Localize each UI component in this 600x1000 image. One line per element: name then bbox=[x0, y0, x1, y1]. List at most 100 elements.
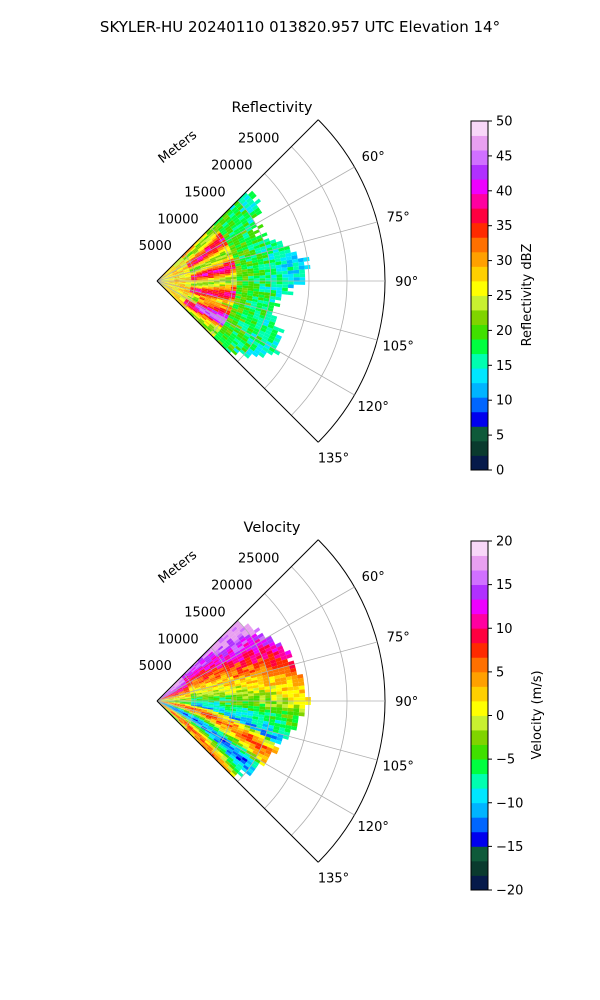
field-cell bbox=[216, 720, 223, 724]
field-cell bbox=[189, 290, 196, 294]
field-cell bbox=[263, 238, 270, 243]
field-cell bbox=[234, 681, 241, 685]
field-cell bbox=[219, 282, 226, 285]
field-cell bbox=[209, 313, 216, 319]
field-cell bbox=[232, 760, 239, 766]
field-cell bbox=[299, 708, 305, 713]
field-cell bbox=[259, 703, 266, 707]
field-cell bbox=[179, 278, 186, 280]
field-cell bbox=[240, 259, 247, 264]
field-cell bbox=[227, 640, 234, 646]
field-cell bbox=[193, 295, 200, 299]
field-cell bbox=[251, 659, 259, 665]
field-cell bbox=[193, 240, 199, 246]
field-cell bbox=[260, 758, 268, 764]
field-cell bbox=[253, 698, 260, 701]
field-cell bbox=[239, 349, 246, 355]
field-cell bbox=[233, 648, 240, 654]
field-cell bbox=[217, 247, 224, 252]
field-cell bbox=[267, 304, 275, 309]
field-cell bbox=[214, 326, 221, 332]
field-cell bbox=[231, 702, 237, 706]
field-cell bbox=[182, 685, 188, 689]
field-cell bbox=[248, 310, 255, 316]
field-cell bbox=[207, 272, 214, 275]
field-cell bbox=[198, 739, 204, 745]
field-cell bbox=[234, 297, 241, 301]
field-cell bbox=[245, 750, 253, 756]
field-cell bbox=[225, 281, 232, 283]
field-cell bbox=[170, 686, 175, 691]
field-cell bbox=[270, 709, 277, 714]
field-cell bbox=[282, 697, 289, 701]
field-cell bbox=[247, 229, 254, 235]
field-cell bbox=[219, 319, 225, 325]
field-cell bbox=[244, 752, 251, 758]
field-cell bbox=[259, 314, 266, 320]
field-cell bbox=[275, 334, 282, 340]
field-cell bbox=[286, 653, 293, 659]
field-cell bbox=[170, 687, 176, 691]
field-cell bbox=[236, 289, 242, 293]
field-cell bbox=[162, 276, 168, 279]
field-cell bbox=[222, 734, 229, 740]
colorbar-tick-label: 5 bbox=[496, 429, 504, 444]
field-cell bbox=[162, 703, 168, 706]
field-cell bbox=[257, 299, 264, 304]
field-cell bbox=[270, 644, 277, 650]
field-cell bbox=[209, 677, 216, 681]
field-cell bbox=[238, 331, 245, 337]
field-cell bbox=[204, 320, 211, 326]
field-cell bbox=[237, 322, 244, 328]
field-cell bbox=[206, 687, 213, 691]
field-cell bbox=[259, 706, 266, 710]
field-cell bbox=[212, 684, 218, 688]
field-cell bbox=[241, 294, 248, 298]
field-cell bbox=[183, 267, 189, 271]
field-cell bbox=[208, 703, 214, 706]
field-cell bbox=[194, 294, 200, 298]
field-cell bbox=[227, 302, 234, 306]
field-cell bbox=[170, 267, 176, 272]
field-cell bbox=[161, 273, 166, 278]
field-cell bbox=[205, 295, 212, 299]
field-cell bbox=[178, 272, 185, 275]
field-cell bbox=[253, 687, 259, 691]
field-cell bbox=[161, 274, 167, 278]
field-cell bbox=[216, 733, 223, 738]
field-cell bbox=[223, 261, 230, 265]
field-cell bbox=[227, 327, 234, 333]
field-cell bbox=[178, 707, 185, 710]
field-cell bbox=[235, 765, 242, 772]
field-cell bbox=[197, 301, 203, 306]
field-cell bbox=[264, 316, 271, 321]
field-cell bbox=[162, 698, 169, 700]
field-cell bbox=[229, 233, 236, 239]
field-cell bbox=[222, 221, 228, 228]
colorbar-tick-label: 15 bbox=[496, 359, 513, 374]
field-cell bbox=[201, 241, 207, 247]
field-cell bbox=[242, 652, 249, 657]
field-cell bbox=[208, 724, 215, 728]
field-cell bbox=[279, 652, 286, 658]
field-cell bbox=[223, 685, 230, 689]
field-cell bbox=[214, 674, 221, 679]
field-cell bbox=[229, 712, 236, 716]
field-cell bbox=[239, 303, 246, 307]
field-cell bbox=[218, 685, 224, 688]
field-cell bbox=[201, 710, 208, 713]
field-cell bbox=[190, 274, 197, 277]
field-cell bbox=[233, 228, 240, 234]
field-cell bbox=[229, 686, 236, 690]
field-cell bbox=[217, 312, 223, 317]
field-cell bbox=[211, 321, 217, 327]
field-cell bbox=[183, 711, 189, 715]
field-cell bbox=[202, 675, 209, 679]
field-cell bbox=[257, 719, 264, 724]
field-cell bbox=[268, 676, 275, 681]
field-cell bbox=[185, 702, 192, 704]
field-cell bbox=[173, 694, 179, 697]
field-cell bbox=[216, 323, 223, 328]
field-cell bbox=[224, 288, 231, 291]
